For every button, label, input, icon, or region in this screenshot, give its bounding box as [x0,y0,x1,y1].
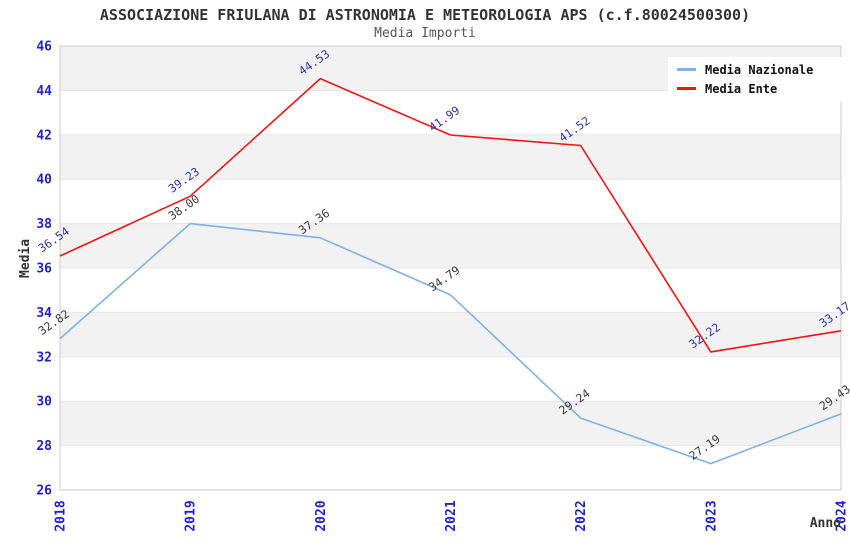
y-tick-label: 46 [36,40,52,55]
series-line-media-ente [59,77,842,353]
x-tick-label: 2021 [444,500,459,531]
legend-label-media-ente: Media Ente [705,81,778,96]
y-tick-label: 28 [36,439,52,454]
y-tick-label: 42 [36,128,52,143]
plot-band [60,401,841,446]
y-axis-title: Media [18,238,33,278]
chart-title: ASSOCIAZIONE FRIULANA DI ASTRONOMIA E ME… [99,6,751,24]
y-tick-label: 26 [36,484,52,499]
plot-band [60,445,841,490]
plot-border [59,45,842,491]
x-tick-label: 2024 [835,500,850,531]
x-tick-label: 2019 [184,500,199,531]
y-tick-label: 34 [36,306,52,321]
y-tick-label: 44 [36,84,52,99]
plot-band [60,312,841,357]
legend-item-media-ente[interactable]: Media Ente [668,82,846,96]
legend-swatch-media-nazionale-icon [677,68,696,71]
plot-band [60,356,841,402]
plot-band [60,179,841,224]
x-tick-label: 2022 [574,500,589,531]
legend-swatch-media-ente-icon [677,87,696,90]
legend: Media Nazionale Media Ente [668,57,846,101]
y-tick-label: 40 [36,173,52,188]
y-tick-label: 36 [36,262,52,277]
plot-band [60,223,841,268]
series-line-media-nazionale [59,222,842,465]
x-tick-label: 2020 [314,500,329,531]
x-tick-label: 2018 [54,500,69,531]
legend-item-media-nazionale[interactable]: Media Nazionale [668,63,846,77]
x-tick-label: 2023 [704,500,719,531]
chart-subtitle: Media Importi [374,26,476,41]
y-tick-label: 30 [36,395,52,410]
legend-label-media-nazionale: Media Nazionale [705,62,814,77]
y-tick-label: 32 [36,350,52,365]
y-tick-label: 38 [36,217,52,232]
x-axis-title: Anno [809,516,841,531]
plot-band [60,134,841,180]
plot-band [60,268,841,313]
